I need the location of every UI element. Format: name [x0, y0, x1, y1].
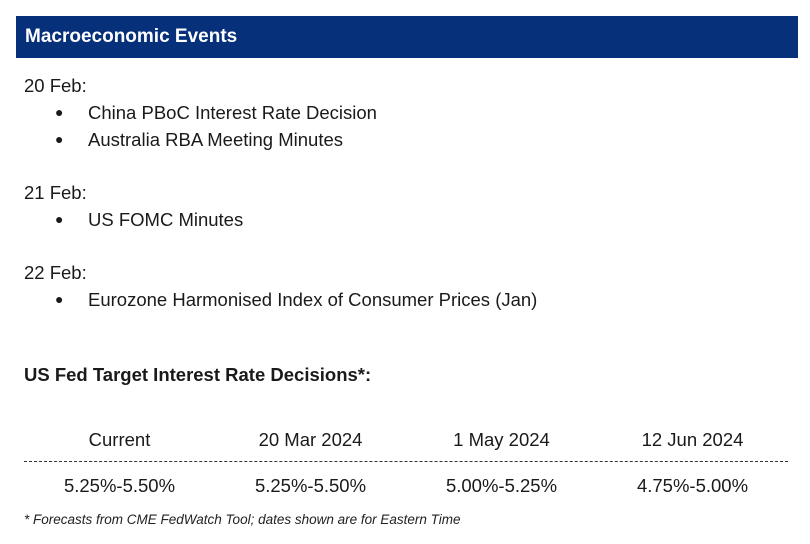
bullet-icon: ● [55, 131, 64, 147]
rate-value: 5.25%-5.50% [63, 475, 176, 496]
rate-value: 5.00%-5.25% [445, 475, 558, 496]
rates-header-row: Current 20 Mar 2024 1 May 2024 12 Jun 20… [24, 426, 788, 453]
event-item: ● Australia RBA Meeting Minutes [24, 126, 794, 153]
events-list: 20 Feb: ● China PBoC Interest Rate Decis… [24, 72, 794, 339]
event-label: Eurozone Harmonised Index of Consumer Pr… [88, 289, 538, 310]
event-label: US FOMC Minutes [88, 209, 244, 230]
event-date: 21 Feb: [24, 182, 87, 203]
event-day: 21 Feb: ● US FOMC Minutes [24, 179, 794, 233]
rates-table: Current 20 Mar 2024 1 May 2024 12 Jun 20… [24, 426, 788, 499]
event-item: ● China PBoC Interest Rate Decision [24, 99, 794, 126]
event-label: Australia RBA Meeting Minutes [88, 129, 344, 150]
event-date: 22 Feb: [24, 262, 87, 283]
event-date: 20 Feb: [24, 75, 87, 96]
column-header: 20 Mar 2024 [258, 429, 363, 450]
footnote: * Forecasts from CME FedWatch Tool; date… [24, 512, 461, 527]
rates-value-row: 5.25%-5.50% 5.25%-5.50% 5.00%-5.25% 4.75… [24, 472, 788, 499]
rates-title: US Fed Target Interest Rate Decisions*: [24, 364, 372, 385]
event-item: ● Eurozone Harmonised Index of Consumer … [24, 286, 794, 313]
dashed-divider [24, 461, 788, 462]
rate-value: 5.25%-5.50% [254, 475, 367, 496]
column-header: 12 Jun 2024 [641, 429, 744, 450]
event-day: 22 Feb: ● Eurozone Harmonised Index of C… [24, 259, 794, 313]
bullet-icon: ● [55, 291, 64, 307]
section-header: Macroeconomic Events [16, 16, 798, 58]
section-title: Macroeconomic Events [25, 26, 238, 47]
event-day: 20 Feb: ● China PBoC Interest Rate Decis… [24, 72, 794, 153]
bullet-icon: ● [55, 104, 64, 120]
column-header: Current [88, 429, 151, 450]
bullet-icon: ● [55, 211, 64, 227]
column-header: 1 May 2024 [453, 429, 550, 450]
rate-value: 4.75%-5.00% [636, 475, 749, 496]
event-item: ● US FOMC Minutes [24, 206, 794, 233]
event-label: China PBoC Interest Rate Decision [88, 102, 377, 123]
